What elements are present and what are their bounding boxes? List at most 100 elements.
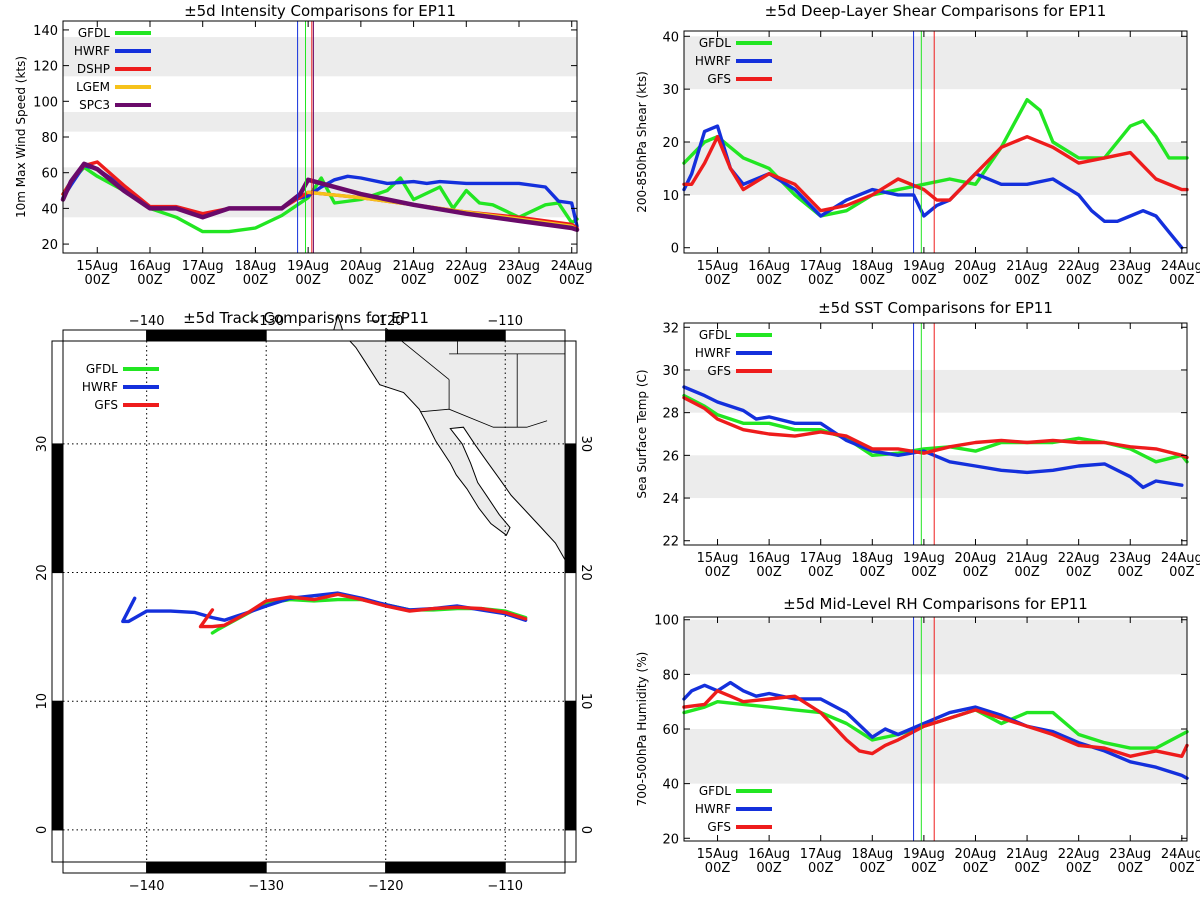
y-tick-label: 120 [33,60,58,75]
border-line [420,408,548,428]
map-border-bar [146,329,267,342]
x-tick-label: 22Aug [1058,551,1100,566]
y-tick-label: 10 [35,693,50,710]
x-tick-label: 24Aug [1161,847,1200,862]
y-tick-label: 80 [662,668,679,683]
x-tick-label: 15Aug [697,259,739,274]
x-tick-label: 00Z [705,565,731,580]
y-tick-label: 0 [671,242,679,257]
shaded-band [684,619,1187,675]
x-tick-label: −130 [248,879,284,894]
x-tick-label: 20Aug [955,847,997,862]
panel-track: ±5d Track Comparisons for EP11 −140 −140 −1… [35,309,593,894]
series-line-gfs [682,134,1189,213]
map-border-bar [564,340,577,445]
legend-label: DSHP [77,62,110,76]
x-tick-label: 19Aug [903,551,945,566]
x-tick-label: 00Z [1169,861,1195,876]
x-tick-label: 20Aug [955,259,997,274]
x-tick-label: 19Aug [903,259,945,274]
x-tick-label: 15Aug [697,551,739,566]
panel-sst: 22242628303215Aug00Z16Aug00Z17Aug00Z18Au… [635,299,1200,580]
x-tick-label: 16Aug [748,847,790,862]
y-tick-label: 22 [662,535,679,550]
x-tick-label: 17Aug [800,551,842,566]
series-line-hwrf [682,680,1189,780]
chart-title: ±5d Deep-Layer Shear Comparisons for EP1… [765,2,1107,20]
map-border-bar [564,572,577,702]
legend-label: GFDL [699,784,731,798]
series-line-hwrf [682,385,1184,490]
legend-label: GFDL [699,328,731,342]
x-tick-label: 16Aug [748,259,790,274]
legend-label: HWRF [74,44,110,58]
legend-label: GFS [707,820,731,834]
x-tick-label: 00Z [756,861,782,876]
x-tick-label: 15Aug [697,847,739,862]
x-tick-label: 19Aug [903,847,945,862]
y-tick-label: 30 [662,83,679,98]
y-tick-label: 40 [662,778,679,793]
y-tick-label: 0 [35,826,50,834]
x-tick-label: 00Z [243,273,269,288]
x-tick-label: 00Z [808,273,834,288]
panel-rh: 2040608010015Aug00Z16Aug00Z17Aug00Z18Aug… [635,595,1200,876]
x-tick-label: 00Z [1014,861,1040,876]
x-tick-label: 00Z [1118,273,1144,288]
legend-label: GFS [94,398,118,412]
x-tick-label: 00Z [190,273,216,288]
x-tick-label: 00Z [454,273,480,288]
y-tick-label: 30 [35,436,50,453]
y-tick-label: 28 [662,407,679,422]
shaded-band [684,455,1187,499]
panel-intensity: 2040608010012014015Aug00Z16Aug00Z17Aug00… [14,2,593,288]
y-tick-label: 10 [662,189,679,204]
y-tick-label: 20 [578,564,593,581]
y-tick-label: 20 [41,238,58,253]
x-tick-label: 00Z [963,273,989,288]
x-tick-label: 00Z [756,273,782,288]
y-tick-label: 20 [662,832,679,847]
x-tick-label: −110 [487,314,523,329]
map-border-bar [51,572,64,702]
x-tick-label: 00Z [705,273,731,288]
x-tick-label: 00Z [911,273,937,288]
legend-label: GFS [707,364,731,378]
x-tick-label: 00Z [860,273,886,288]
x-tick-label: 16Aug [748,551,790,566]
chart-title: ±5d Intensity Comparisons for EP11 [184,2,456,20]
x-tick-label: 23Aug [1109,551,1151,566]
x-tick-label: 00Z [1169,565,1195,580]
map-border-bar [51,829,64,863]
x-tick-label: 00Z [860,861,886,876]
x-tick-label: 00Z [911,861,937,876]
y-tick-label: 32 [662,321,679,336]
x-tick-label: 19Aug [287,259,329,274]
x-tick-label: 00Z [1066,273,1092,288]
x-tick-label: 20Aug [340,259,382,274]
x-tick-label: 00Z [963,861,989,876]
legend-label: LGEM [76,80,110,94]
plot-frame [683,322,1188,546]
x-tick-label: 17Aug [182,259,224,274]
map-border-bar [504,329,566,342]
x-tick-label: 21Aug [1006,259,1048,274]
x-tick-label: 00Z [85,273,111,288]
x-tick-label: 00Z [808,565,834,580]
map-border-bar [51,700,64,831]
x-tick-label: 00Z [808,861,834,876]
y-tick-label: 20 [35,564,50,581]
chart-title: ±5d Mid-Level RH Comparisons for EP11 [783,595,1088,613]
x-tick-label: 15Aug [76,259,118,274]
y-axis-label: 10m Max Wind Speed (kts) [14,56,28,218]
shaded-band [684,369,1187,413]
x-tick-label: 00Z [756,565,782,580]
track-line-gfs [198,592,528,629]
legend-label: GFDL [86,362,118,376]
x-tick-label: 00Z [1014,565,1040,580]
series-line-gfs [682,396,1189,460]
legend-label: GFS [707,72,731,86]
y-tick-label: 24 [662,492,679,507]
x-tick-label: 00Z [911,565,937,580]
x-tick-label: 00Z [559,273,585,288]
